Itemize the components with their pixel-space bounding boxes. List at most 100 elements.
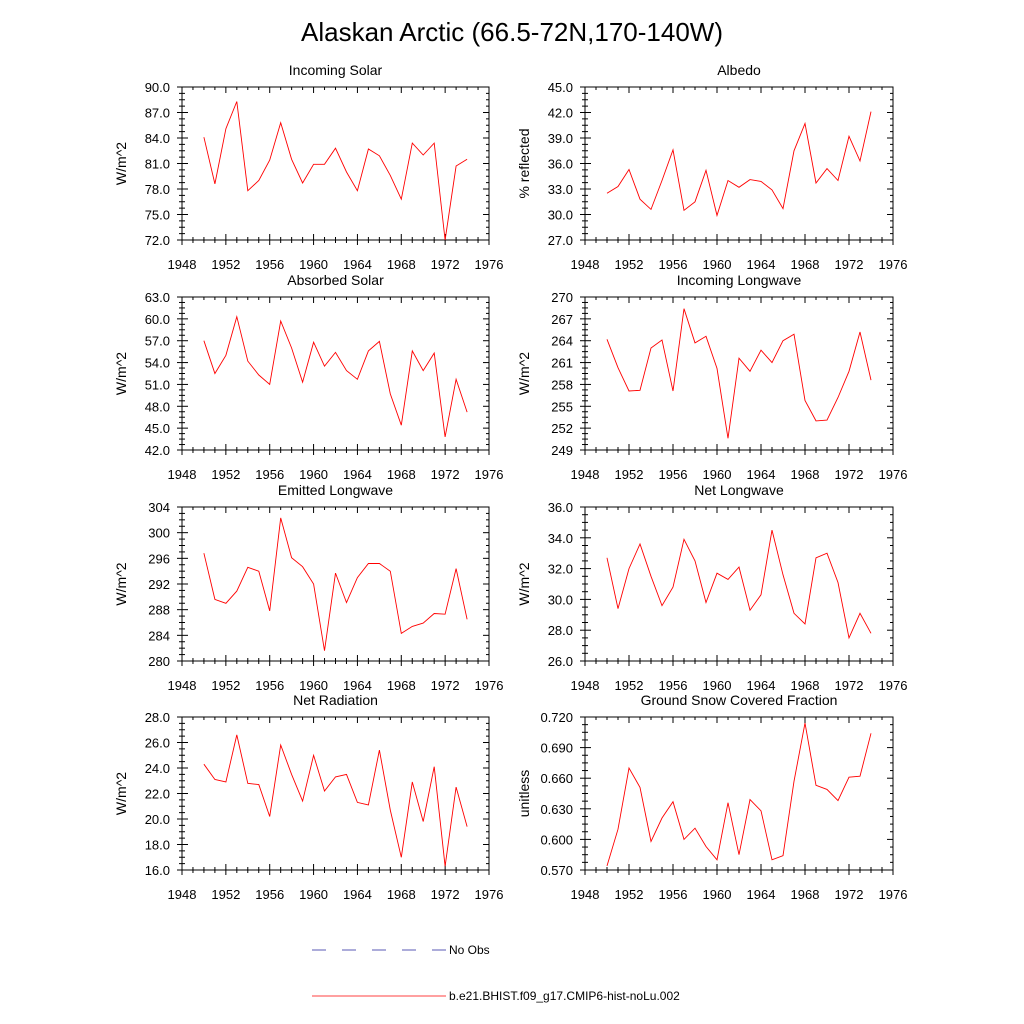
- x-tick-label: 1948: [168, 678, 197, 693]
- legend-obs-label: No Obs: [449, 943, 490, 957]
- y-tick-label: 304: [148, 500, 170, 515]
- x-tick-label: 1948: [571, 257, 600, 272]
- y-tick-label: 0.660: [540, 771, 573, 786]
- series-line-1: [606, 308, 872, 439]
- y-tick-label: 20.0: [145, 812, 170, 827]
- y-tick-label: 296: [148, 551, 170, 566]
- x-tick-label: 1968: [791, 467, 820, 482]
- y-tick-label: 33.0: [548, 182, 573, 197]
- panels: Incoming Solar W/m^2 1948 1952 1956 1960 1964 1…: [113, 62, 907, 902]
- y-tick-label: 32.0: [548, 562, 573, 577]
- x-tick-label: 1964: [747, 678, 776, 693]
- x-tick-label: 1956: [659, 257, 688, 272]
- x-tick-label: 1976: [879, 678, 908, 693]
- x-tick-label: 1948: [571, 678, 600, 693]
- y-tick-label: 292: [148, 577, 170, 592]
- y-tick-label: 0.630: [540, 802, 573, 817]
- x-tick-label: 1972: [431, 887, 460, 902]
- y-tick-label: 288: [148, 603, 170, 618]
- y-tick-label: 28.0: [548, 623, 573, 638]
- panel-6: Net Longwave W/m^2 1948 1952 1956 1960 1964 196…: [516, 482, 907, 693]
- y-tick-label: 264: [551, 334, 573, 349]
- x-tick-label: 1960: [703, 257, 732, 272]
- x-tick-label: 1964: [747, 887, 776, 902]
- x-tick-label: 1960: [299, 257, 328, 272]
- y-tick-label: 90.0: [145, 80, 170, 95]
- x-tick-label: 1956: [659, 678, 688, 693]
- x-tick-label: 1968: [387, 467, 416, 482]
- y-tick-label: 84.0: [145, 131, 170, 146]
- y-tick-label: 284: [148, 628, 170, 643]
- x-tick-label: 1972: [431, 467, 460, 482]
- series-line-1: [606, 529, 872, 640]
- x-tick-label: 1964: [343, 467, 372, 482]
- x-tick-label: 1976: [475, 887, 504, 902]
- x-tick-label: 1948: [168, 467, 197, 482]
- x-tick-label: 1976: [879, 887, 908, 902]
- x-tick-label: 1976: [475, 467, 504, 482]
- x-tick-label: 1972: [835, 257, 864, 272]
- x-tick-label: 1956: [659, 467, 688, 482]
- x-tick-label: 1960: [299, 678, 328, 693]
- plot-frame: [584, 296, 894, 451]
- x-tick-label: 1972: [835, 678, 864, 693]
- x-tick-label: 1976: [879, 257, 908, 272]
- y-tick-label: 261: [551, 356, 573, 371]
- series-line-1: [606, 111, 872, 218]
- x-tick-label: 1968: [791, 678, 820, 693]
- y-tick-label: 24.0: [145, 761, 170, 776]
- y-tick-label: 258: [551, 377, 573, 392]
- x-tick-label: 1968: [387, 257, 416, 272]
- panel-title: Emitted Longwave: [278, 482, 393, 498]
- y-tick-label: 63.0: [145, 290, 170, 305]
- x-tick-label: 1964: [343, 887, 372, 902]
- x-tick-label: 1948: [168, 257, 197, 272]
- x-tick-label: 1948: [571, 887, 600, 902]
- x-tick-label: 1956: [255, 257, 284, 272]
- x-tick-label: 1968: [791, 887, 820, 902]
- y-tick-label: 36.0: [548, 500, 573, 515]
- x-tick-label: 1952: [211, 467, 240, 482]
- y-tick-label: 270: [551, 290, 573, 305]
- y-tick-label: 60.0: [145, 312, 170, 327]
- x-tick-label: 1968: [387, 678, 416, 693]
- x-tick-label: 1976: [475, 678, 504, 693]
- y-tick-label: 87.0: [145, 106, 170, 121]
- plot-frame: [584, 86, 894, 241]
- x-tick-label: 1956: [255, 467, 284, 482]
- y-tick-label: 54.0: [145, 356, 170, 371]
- panel-8: Ground Snow Covered Fraction unitless 1948…: [516, 692, 907, 902]
- legend-model-label: b.e21.BHIST.f09_g17.CMIP6-hist-noLu.002: [449, 989, 680, 1003]
- series-line-1: [203, 517, 468, 651]
- x-tick-label: 1976: [475, 257, 504, 272]
- y-tick-label: 36.0: [548, 157, 573, 172]
- x-tick-label: 1960: [703, 678, 732, 693]
- y-tick-label: 22.0: [145, 787, 170, 802]
- y-axis-label: W/m^2: [516, 562, 532, 605]
- y-tick-label: 267: [551, 312, 573, 327]
- y-tick-label: 78.0: [145, 182, 170, 197]
- y-tick-label: 0.720: [540, 710, 573, 725]
- x-tick-label: 1972: [835, 467, 864, 482]
- plot-frame: [181, 506, 490, 662]
- x-tick-label: 1956: [659, 887, 688, 902]
- y-tick-label: 48.0: [145, 399, 170, 414]
- y-tick-label: 51.0: [145, 377, 170, 392]
- x-tick-label: 1952: [615, 887, 644, 902]
- y-axis-label: W/m^2: [113, 142, 129, 185]
- legend: No Obs b.e21.BHIST.f09_g17.CMIP6-hist-no…: [312, 943, 680, 1003]
- plot-frame: [584, 506, 894, 662]
- y-axis-label: % reflected: [516, 128, 532, 198]
- panel-5: Emitted Longwave W/m^2 1948 1952 1956 1960 196…: [113, 482, 503, 693]
- x-tick-label: 1960: [703, 887, 732, 902]
- panel-7: Net Radiation W/m^2 1948 1952 1956 1960 1964 19…: [113, 692, 503, 902]
- series-line-1: [203, 734, 468, 867]
- y-tick-label: 28.0: [145, 710, 170, 725]
- panel-4: Incoming Longwave W/m^2 1948 1952 1956 1960 19…: [516, 272, 907, 482]
- x-tick-label: 1972: [431, 678, 460, 693]
- x-tick-label: 1952: [615, 678, 644, 693]
- y-axis-label: W/m^2: [113, 772, 129, 815]
- panel-2: Albedo % reflected 1948 1952 1956 1960 1964 196…: [516, 62, 907, 272]
- x-tick-label: 1960: [299, 467, 328, 482]
- series-line-1: [606, 723, 872, 867]
